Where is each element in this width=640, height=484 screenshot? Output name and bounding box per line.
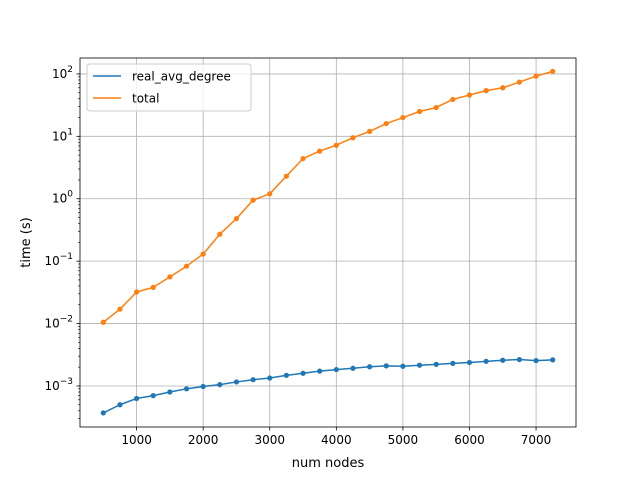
y-tick-label: 101	[52, 127, 73, 143]
data-point-total	[383, 120, 389, 127]
x-tick-label: 7000	[521, 433, 552, 447]
y-tick-label: 10−3	[44, 377, 73, 393]
y-tick-label: 100	[52, 190, 73, 206]
data-point-total	[200, 251, 206, 257]
data-point-real_avg_degree	[150, 393, 156, 399]
data-point-real_avg_degree	[350, 365, 356, 371]
data-point-total	[233, 216, 240, 222]
data-point-real_avg_degree	[533, 357, 539, 364]
data-point-total	[350, 135, 356, 141]
data-point-real_avg_degree	[550, 357, 556, 363]
x-tick-label: 1000	[121, 433, 152, 447]
data-point-real_avg_degree	[433, 361, 439, 367]
data-point-total	[550, 68, 556, 74]
data-point-real_avg_degree	[217, 382, 223, 388]
data-point-real_avg_degree	[283, 372, 289, 378]
x-tick-label: 2000	[188, 433, 219, 447]
data-point-total	[300, 155, 306, 162]
data-point-total	[267, 191, 273, 197]
data-point-real_avg_degree	[300, 370, 306, 376]
data-point-real_avg_degree	[416, 362, 423, 368]
data-point-total	[466, 92, 473, 98]
data-point-total	[283, 173, 289, 179]
data-point-real_avg_degree	[200, 383, 206, 390]
legend-label: total	[132, 92, 159, 106]
x-tick-label: 3000	[254, 433, 285, 447]
data-point-total	[516, 79, 523, 85]
plot-series	[100, 68, 556, 416]
data-point-total	[217, 231, 223, 237]
legend-box	[86, 63, 252, 112]
series-line-real_avg_degree	[102, 358, 553, 414]
data-point-total	[400, 114, 406, 121]
data-point-total	[250, 197, 256, 203]
data-point-real_avg_degree	[450, 360, 456, 366]
data-point-real_avg_degree	[516, 356, 523, 363]
data-point-real_avg_degree	[250, 377, 256, 383]
x-tick-label: 4000	[321, 433, 352, 447]
legend-label: real_avg_degree	[132, 70, 231, 84]
data-point-real_avg_degree	[133, 395, 140, 402]
data-point-total	[450, 96, 456, 103]
data-point-total	[533, 73, 539, 79]
y-tick-label: 10−2	[44, 315, 73, 331]
data-point-real_avg_degree	[233, 379, 240, 385]
data-point-real_avg_degree	[167, 389, 173, 395]
data-point-total	[483, 88, 489, 94]
data-point-total	[500, 85, 506, 91]
y-axis-label: time (s)	[19, 217, 34, 267]
data-point-total	[367, 128, 373, 134]
y-tick-label: 10−1	[44, 252, 73, 268]
data-point-real_avg_degree	[367, 364, 373, 370]
data-point-total	[416, 108, 423, 115]
data-point-real_avg_degree	[317, 368, 323, 374]
data-point-real_avg_degree	[267, 375, 273, 381]
series-line-total	[102, 70, 553, 323]
data-point-real_avg_degree	[466, 359, 473, 366]
data-point-total	[150, 284, 156, 290]
data-point-real_avg_degree	[400, 363, 406, 369]
data-point-real_avg_degree	[117, 402, 123, 408]
data-point-total	[100, 319, 106, 325]
data-point-total	[133, 289, 140, 295]
data-point-total	[433, 104, 439, 111]
data-point-real_avg_degree	[333, 366, 339, 373]
data-point-real_avg_degree	[183, 386, 190, 392]
data-point-real_avg_degree	[483, 358, 489, 364]
x-tick-label: 5000	[388, 433, 419, 447]
data-point-real_avg_degree	[383, 363, 389, 369]
data-point-total	[333, 142, 339, 148]
data-point-total	[183, 263, 190, 269]
data-point-total	[117, 306, 123, 312]
data-point-real_avg_degree	[500, 357, 506, 363]
plot-frame	[79, 57, 577, 428]
data-point-real_avg_degree	[100, 410, 106, 416]
x-tick-label: 6000	[454, 433, 485, 447]
x-axis-label: num nodes	[292, 456, 365, 471]
axis-ticks: 1000 2000 3000 4000 5000 6000 7000 10−3 10−2 10−1…	[44, 65, 551, 447]
grid	[80, 58, 576, 427]
y-tick-label: 102	[52, 65, 73, 81]
data-point-total	[317, 148, 323, 154]
data-point-total	[167, 274, 173, 280]
